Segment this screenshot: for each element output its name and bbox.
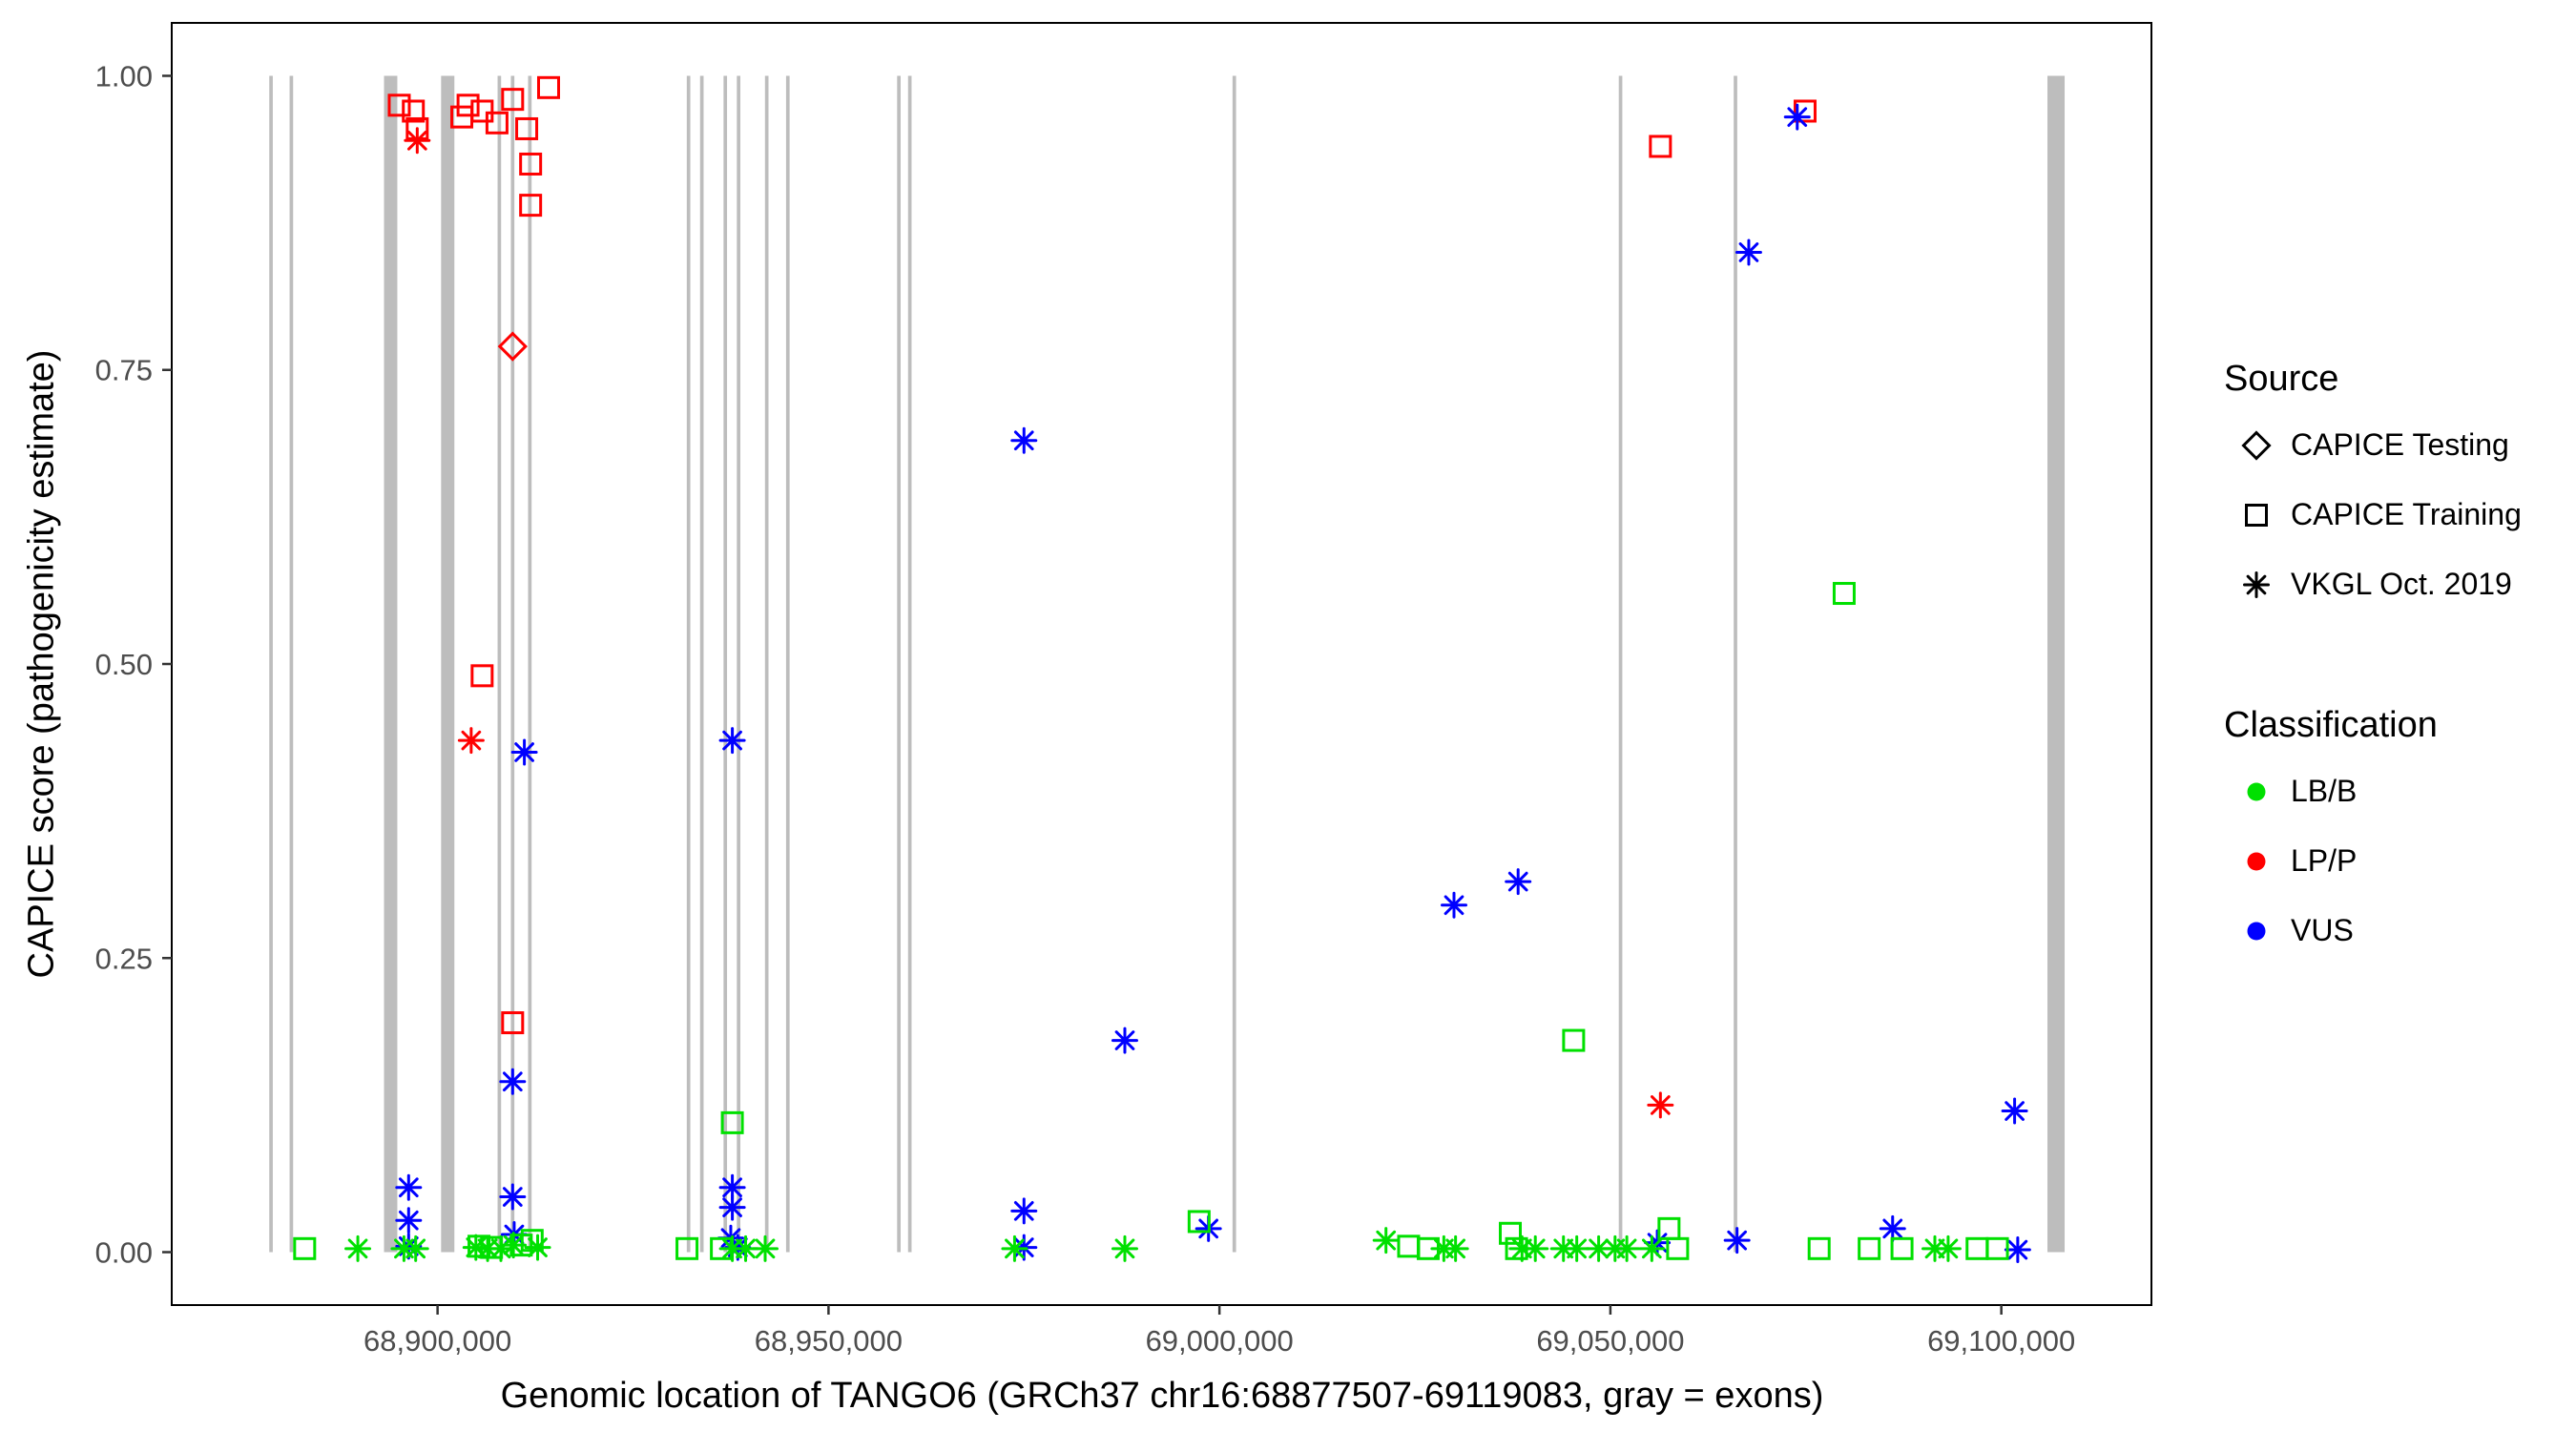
y-tick-label: 1.00 <box>95 59 153 93</box>
asterisk-icon <box>2243 570 2270 598</box>
axes: 68,900,000 68,950,000 69,000,000 69,050,000… <box>95 59 2076 1358</box>
legend-source-title: Source <box>2224 359 2339 399</box>
data-points <box>293 75 2031 1264</box>
exon-bar <box>737 75 740 1253</box>
legend-item-label: CAPICE Training <box>2291 497 2522 531</box>
y-tick-label: 0.00 <box>95 1236 153 1270</box>
y-tick-label: 0.50 <box>95 648 153 681</box>
legend-item-lbb: LB/B <box>2224 757 2522 826</box>
legend-item-capice-training: CAPICE Training <box>2224 480 2522 550</box>
exon-bar <box>497 75 502 1253</box>
legend-item-label: CAPICE Testing <box>2291 427 2509 462</box>
exon-bar <box>1618 75 1623 1253</box>
exon-bar <box>269 75 273 1253</box>
legend-item-label: LP/P <box>2291 843 2358 878</box>
exon-bar <box>699 75 704 1253</box>
exon-bar <box>510 75 515 1253</box>
x-tick-label: 69,100,000 <box>1927 1324 2075 1358</box>
square-icon <box>2245 503 2268 527</box>
legend-group-classification: Classification LB/B LP/P VUS <box>2224 703 2522 965</box>
x-tick-label: 69,000,000 <box>1146 1324 1294 1358</box>
red-dot-icon <box>2247 852 2266 870</box>
legend-item-label: VUS <box>2291 913 2354 947</box>
legend-item-lpp: LP/P <box>2224 826 2522 896</box>
diamond-icon <box>2241 429 2272 461</box>
legend-item-vus: VUS <box>2224 896 2522 965</box>
exon-bar <box>907 75 912 1253</box>
legend-item-label: VKGL Oct. 2019 <box>2291 567 2512 601</box>
exon-bar <box>1232 75 1236 1253</box>
exon-bar <box>785 75 790 1253</box>
blue-dot-icon <box>2247 922 2266 940</box>
exon-bar <box>897 75 901 1253</box>
exon-bar <box>1734 75 1737 1253</box>
x-tick-label: 68,950,000 <box>755 1324 903 1358</box>
x-tick-label: 69,050,000 <box>1536 1324 1684 1358</box>
legend-item-capice-testing: CAPICE Testing <box>2224 410 2522 480</box>
legend: Source CAPICE Testing CAPICE Training VK… <box>2224 357 2522 965</box>
exon-bar <box>2047 75 2066 1253</box>
y-tick-label: 0.25 <box>95 942 153 975</box>
panel-border <box>171 22 2152 1306</box>
exon-bars <box>269 75 2066 1253</box>
y-tick-label: 0.75 <box>95 354 153 387</box>
exon-bar <box>384 75 398 1253</box>
exon-bar <box>764 75 769 1253</box>
legend-classification-title: Classification <box>2224 705 2438 745</box>
legend-item-label: LB/B <box>2291 774 2358 808</box>
legend-item-vkgl: VKGL Oct. 2019 <box>2224 550 2522 619</box>
x-tick-label: 68,900,000 <box>364 1324 511 1358</box>
exon-bar <box>441 75 455 1253</box>
exon-bar <box>289 75 294 1253</box>
x-axis-title: Genomic location of TANGO6 (GRCh37 chr16… <box>500 1376 1824 1416</box>
exon-bar <box>686 75 691 1253</box>
exon-bar <box>723 75 728 1253</box>
exon-bar <box>528 75 532 1253</box>
green-dot-icon <box>2247 782 2266 800</box>
legend-group-source: Source CAPICE Testing CAPICE Training VK… <box>2224 357 2522 619</box>
y-axis-title: CAPICE score (pathogenicity estimate) <box>21 349 62 979</box>
